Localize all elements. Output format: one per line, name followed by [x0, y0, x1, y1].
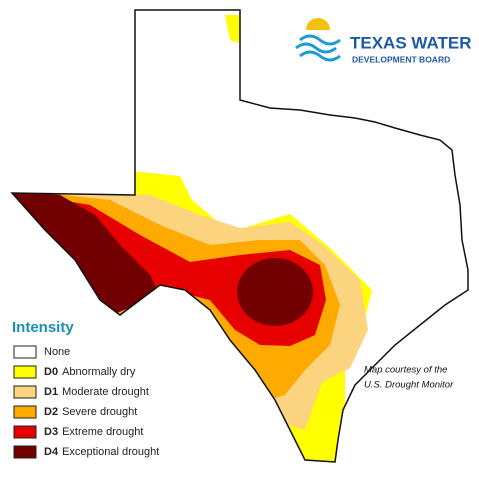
- legend-swatch: [13, 445, 37, 459]
- legend-text: None: [44, 346, 70, 358]
- legend-swatch: [13, 425, 37, 439]
- legend-label: D2 Severe drought: [44, 406, 137, 418]
- legend-label: D1 Moderate drought: [44, 386, 149, 398]
- legend-code: D4: [44, 446, 59, 458]
- legend-label: None: [44, 346, 70, 358]
- legend-text: Abnormally dry: [62, 366, 136, 378]
- legend-label: D3 Extreme drought: [44, 426, 143, 438]
- credit-line: U.S. Drought Monitor: [364, 380, 454, 391]
- legend-text: Extreme drought: [62, 426, 143, 438]
- legend-label: D0 Abnormally dry: [44, 366, 136, 378]
- logo-waves: [295, 34, 341, 62]
- legend-code: D0: [44, 366, 58, 378]
- logo-subtitle: DEVELOPMENT BOARD: [352, 54, 450, 64]
- logo: TEXAS WATER DEVELOPMENT BOARD: [295, 18, 472, 64]
- legend-swatch: [13, 345, 37, 359]
- legend-text: Exceptional drought: [62, 446, 159, 458]
- legend: None D0 Abnormally dry D1 Moderate drought D2…: [13, 345, 159, 459]
- legend-code: D2: [44, 406, 58, 418]
- credit-line: Map courtesy of the: [364, 365, 447, 376]
- legend-swatch: [13, 405, 37, 419]
- logo-sun: [306, 18, 330, 30]
- legend-swatch: [13, 385, 37, 399]
- legend-title: Intensity: [12, 319, 74, 336]
- legend-code: D3: [44, 426, 58, 438]
- legend-code: D1: [44, 386, 58, 398]
- legend-label: D4 Exceptional drought: [44, 446, 159, 458]
- legend-text: Moderate drought: [62, 386, 149, 398]
- logo-title: TEXAS WATER: [350, 33, 472, 52]
- legend-text: Severe drought: [62, 406, 137, 418]
- area-d4: [237, 258, 313, 326]
- legend-swatch: [13, 365, 37, 379]
